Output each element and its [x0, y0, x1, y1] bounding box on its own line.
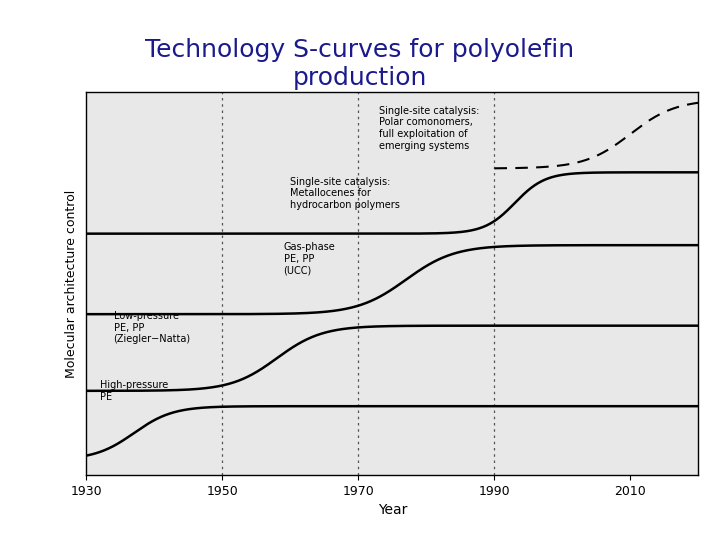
- Text: Single-site catalysis:
Metallocenes for
hydrocarbon polymers: Single-site catalysis: Metallocenes for …: [290, 177, 400, 210]
- Y-axis label: Molecular architecture control: Molecular architecture control: [65, 190, 78, 377]
- Text: High-pressure
PE: High-pressure PE: [100, 380, 168, 402]
- Text: Gas-phase
PE, PP
(UCC): Gas-phase PE, PP (UCC): [284, 242, 336, 275]
- Text: Technology S-curves for polyolefin
production: Technology S-curves for polyolefin produ…: [145, 38, 575, 90]
- X-axis label: Year: Year: [378, 503, 407, 517]
- Text: Low-pressure
PE, PP
(Ziegler−Natta): Low-pressure PE, PP (Ziegler−Natta): [114, 311, 191, 344]
- Text: Single-site catalysis:
Polar comonomers,
full exploitation of
emerging systems: Single-site catalysis: Polar comonomers,…: [379, 106, 480, 151]
